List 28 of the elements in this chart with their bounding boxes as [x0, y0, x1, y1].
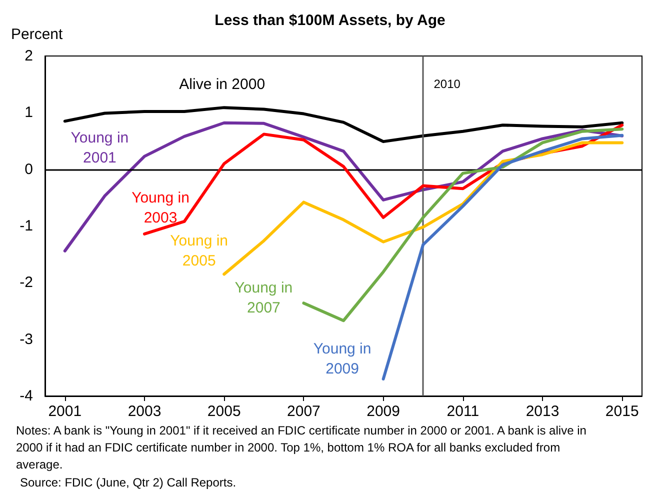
series-label: Young in 2003	[132, 189, 190, 226]
x-tick-label: 2007	[287, 403, 320, 420]
line-series	[302, 128, 624, 322]
y-tick-label: -4	[20, 388, 33, 404]
y-tick-label: -2	[20, 274, 33, 292]
x-tick-label: 2011	[446, 403, 480, 420]
series-label: Young in 2005	[170, 232, 228, 270]
x-tick-label: 2003	[128, 403, 162, 420]
chart-title: Less than $100M Assets, by Age	[214, 12, 446, 29]
line-series	[382, 134, 624, 380]
source-note: Source: FDIC (June, Qtr 2) Call Reports.	[20, 476, 236, 490]
y-tick-label: -3	[20, 330, 33, 348]
x-tick-label: 2015	[605, 403, 639, 420]
series-label: Young in 2009	[313, 340, 372, 378]
y-tick-label: -1	[20, 218, 33, 234]
y-tick-label: 0	[24, 160, 33, 178]
text: Notes: A bank is "Young in 2001" if it received an FDIC certificate number in 2000 or 2001. A bank is alive in 2000 if it had an FDIC certificate number in 2000. Top 1%, bottom 1% ROA for all banks excluded from average.	[16, 424, 590, 472]
series-label: Young in 2007	[234, 280, 293, 317]
ref-line-label: 2010	[434, 77, 461, 91]
y-axis-title: Percent	[11, 26, 64, 43]
x-tick-label: 2013	[526, 403, 560, 420]
series-label: Alive in 2000	[179, 76, 266, 94]
y-tick-label: 1	[24, 104, 33, 122]
x-tick-label: 2005	[207, 403, 241, 420]
y-tick-label: 2	[24, 48, 33, 64]
series-label: Young in 2001	[70, 129, 129, 166]
x-tick-label: 2009	[366, 403, 400, 420]
x-tick-label: 2001	[48, 403, 82, 420]
